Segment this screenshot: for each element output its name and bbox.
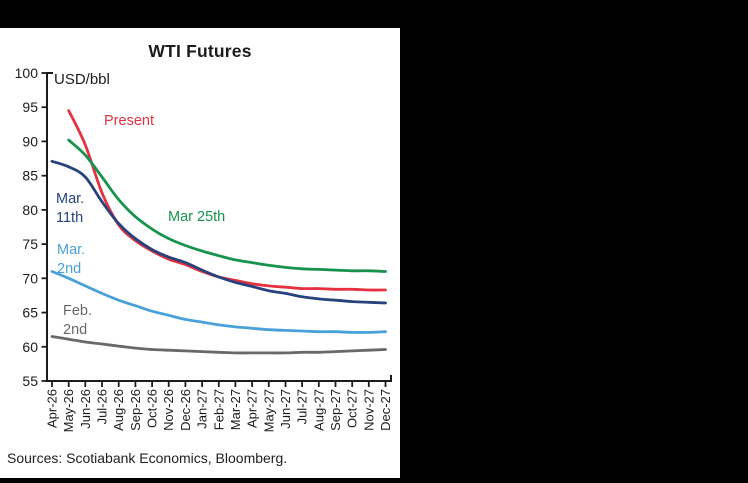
y-tick-label: 85 — [22, 168, 38, 184]
x-tick-label: Jun-26 — [78, 389, 93, 429]
x-tick-label: Mar-27 — [228, 389, 243, 430]
y-tick-label: 75 — [22, 236, 38, 252]
y-tick-label: 70 — [22, 270, 38, 286]
series-label-feb-2nd: Feb. 2nd — [63, 303, 92, 338]
x-tick-label: Apr-26 — [45, 389, 60, 428]
y-tick-label: 100 — [15, 65, 39, 81]
series-line-mar-2nd — [50, 270, 387, 334]
series-label-mar-11th: Mar. 11th — [56, 191, 84, 226]
x-tick-label: Oct-26 — [145, 389, 160, 428]
x-tick-label: Nov-27 — [361, 389, 376, 431]
y-tick-label: 80 — [22, 202, 38, 218]
y-axis-unit-label: USD/bbl — [54, 71, 110, 88]
chart-title: WTI Futures — [148, 41, 252, 61]
right-black-panel — [400, 0, 748, 483]
series-label-present: Present — [104, 113, 154, 129]
x-tick-label: May-27 — [261, 389, 276, 432]
x-tick-label: Jan-27 — [195, 389, 210, 429]
y-tick-label: 65 — [22, 305, 38, 321]
x-tick-label: Oct-27 — [345, 389, 360, 428]
series-line-mar-11th — [50, 159, 387, 305]
y-tick-label: 90 — [22, 133, 38, 149]
x-tick-label: Dec-26 — [178, 389, 193, 431]
series-label-mar-25th: Mar 25th — [168, 209, 225, 225]
x-tick-label: Sep-26 — [128, 389, 143, 431]
source-note: Sources: Scotiabank Economics, Bloomberg… — [7, 450, 288, 466]
x-tick-label: May-26 — [61, 389, 76, 432]
x-tick-label: Dec-27 — [378, 389, 393, 431]
x-tick-label: Jul-27 — [295, 389, 310, 424]
x-tick-label: Aug-26 — [111, 389, 126, 431]
series-label-mar-2nd: Mar. 2nd — [57, 242, 85, 277]
x-tick-label: Aug-27 — [311, 389, 326, 431]
x-tick-label: Apr-27 — [245, 389, 260, 428]
x-tick-label: Nov-26 — [161, 389, 176, 431]
series-line-present — [67, 109, 387, 292]
y-tick-label: 95 — [22, 99, 38, 115]
y-tick-label: 55 — [22, 373, 38, 389]
x-tick-label: Jun-27 — [278, 389, 293, 429]
chart-panel: WTI Futures 55 60 65 70 75 80 85 90 95 100 Apr-26 M… — [0, 28, 400, 478]
y-tick-label: 60 — [22, 339, 38, 355]
bottom-black-bar — [0, 478, 748, 483]
x-tick-label: Jul-26 — [95, 389, 110, 424]
x-tick-label: Feb-27 — [211, 389, 226, 430]
series-line-feb-2nd — [50, 335, 387, 355]
series-line-mar-25th — [67, 138, 387, 273]
x-tick-label: Sep-27 — [328, 389, 343, 431]
